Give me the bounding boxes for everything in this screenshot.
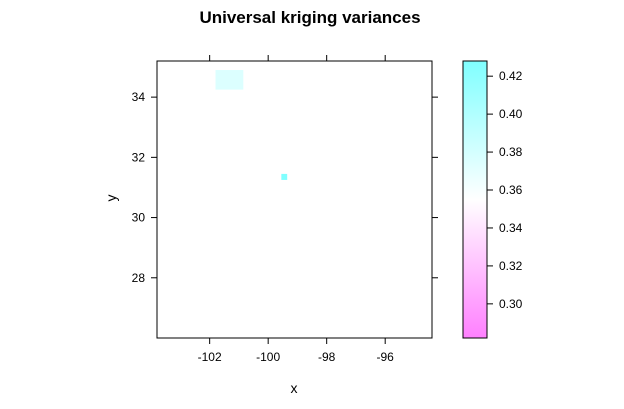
x-tick-label: -96: [377, 350, 395, 364]
heatmap-cells: [215, 70, 288, 180]
colorkey-tick-label: 0.42: [499, 69, 523, 83]
x-axis-label: x: [291, 380, 298, 396]
colorkey-bar: [462, 60, 488, 339]
chart-title: Universal kriging variances: [199, 8, 420, 27]
x-tick-label: -98: [318, 350, 336, 364]
y-tick-label: 34: [132, 90, 146, 104]
y-tick-label: 30: [132, 211, 146, 225]
colorkey-tick-label: 0.30: [499, 297, 523, 311]
x-axis: -102 -100 -98 -96: [198, 55, 395, 364]
x-tick-label: -102: [198, 350, 222, 364]
colorkey-tick-label: 0.34: [499, 221, 523, 235]
heatmap-cell-1: [281, 173, 288, 180]
y-axis: 28 30 32 34: [132, 90, 438, 285]
y-axis-label: y: [103, 195, 119, 202]
plot-panel: [156, 60, 433, 339]
colorkey-tick-label: 0.38: [499, 145, 523, 159]
colorkey-tick-label: 0.36: [499, 183, 523, 197]
y-tick-label: 32: [132, 150, 146, 164]
colorkey-tick-label: 0.40: [499, 107, 523, 121]
heatmap-cell-0: [215, 70, 244, 90]
colorkey-axis: 0.30 0.32 0.34 0.36 0.38 0.40 0.42: [487, 69, 523, 311]
x-tick-label: -100: [256, 350, 280, 364]
y-tick-label: 28: [132, 271, 146, 285]
colorkey-tick-label: 0.32: [499, 259, 523, 273]
